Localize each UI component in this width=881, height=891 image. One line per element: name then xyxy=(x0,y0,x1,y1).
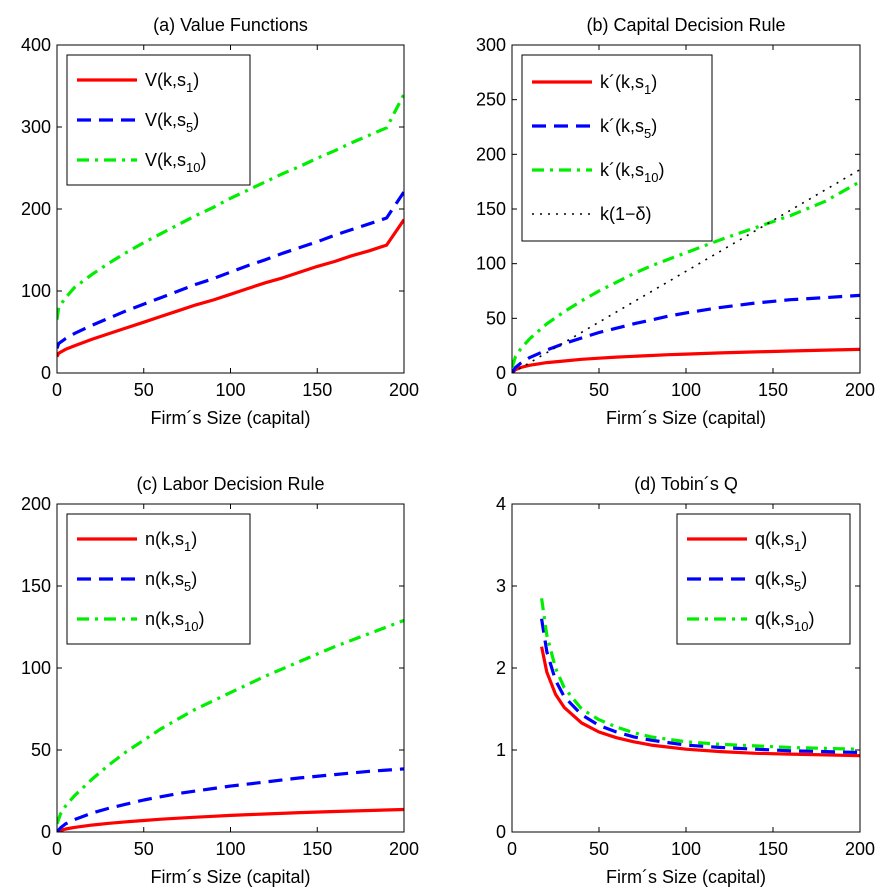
y-tick-label: 0 xyxy=(496,822,506,842)
series-line-3 xyxy=(57,93,404,320)
x-tick-label: 100 xyxy=(671,380,701,400)
series-line-4 xyxy=(512,168,860,373)
y-tick-label: 300 xyxy=(21,117,51,137)
x-tick-label: 200 xyxy=(389,380,419,400)
y-tick-label: 50 xyxy=(31,740,51,760)
x-tick-label: 50 xyxy=(134,839,154,859)
x-tick-label: 0 xyxy=(507,380,517,400)
y-tick-label: 1 xyxy=(496,740,506,760)
series-line-1 xyxy=(540,646,860,758)
legend-label: V(k,s1) xyxy=(145,70,199,95)
y-tick-label: 200 xyxy=(21,199,51,219)
series-line-1 xyxy=(512,347,860,373)
y-tick-label: 400 xyxy=(21,35,51,55)
y-tick-label: 50 xyxy=(486,308,506,328)
panel-c: (c) Labor Decision Rule 0 50 100 150 200 0 50 10… xyxy=(21,474,419,887)
y-tick-label: 200 xyxy=(21,494,51,514)
legend-label: k´(k,s1) xyxy=(600,72,657,97)
legend: k´(k,s1) k´(k,s5) k´(k,s10) k(1−δ) xyxy=(521,54,713,242)
y-tick-label: 0 xyxy=(496,363,506,383)
x-tick-label: 150 xyxy=(758,380,788,400)
x-tick-label: 150 xyxy=(302,839,332,859)
panel-title: (d) Tobin´s Q xyxy=(634,474,738,494)
legend-label: k´(k,s10) xyxy=(600,160,664,185)
panel-title: (b) Capital Decision Rule xyxy=(586,15,785,35)
plot-lines xyxy=(57,93,404,358)
plot-lines xyxy=(540,598,860,758)
x-tick-label: 100 xyxy=(215,839,245,859)
legend: q(k,s1) q(k,s5) q(k,s10) xyxy=(676,513,851,645)
series-line-2 xyxy=(540,618,860,755)
plot-lines xyxy=(57,618,404,832)
x-axis-label: Firm´s Size (capital) xyxy=(150,867,310,887)
panel-title: (a) Value Functions xyxy=(153,15,308,35)
x-axis-label: Firm´s Size (capital) xyxy=(150,408,310,428)
legend: V(k,s1) V(k,s5) V(k,s10) xyxy=(66,54,251,186)
x-tick-label: 200 xyxy=(845,380,875,400)
legend-label: k´(k,s5) xyxy=(600,116,657,141)
x-tick-label: 100 xyxy=(671,839,701,859)
x-tick-label: 50 xyxy=(134,380,154,400)
y-tick-label: 100 xyxy=(476,254,506,274)
x-tick-label: 150 xyxy=(302,380,332,400)
x-tick-label: 200 xyxy=(389,839,419,859)
x-tick-label: 0 xyxy=(52,839,62,859)
legend-label: n(k,s5) xyxy=(145,569,197,594)
legend: n(k,s1) n(k,s5) n(k,s10) xyxy=(66,513,251,645)
legend-label: q(k,s10) xyxy=(755,609,814,634)
legend-box xyxy=(676,513,851,645)
x-tick-label: 0 xyxy=(52,380,62,400)
x-tick-label: 100 xyxy=(215,380,245,400)
panel-b: (b) Capital Decision Rule 0 50 100 150 200 0 50… xyxy=(476,15,875,428)
plot-lines xyxy=(512,168,860,373)
x-axis-label: Firm´s Size (capital) xyxy=(606,867,766,887)
y-tick-label: 100 xyxy=(21,658,51,678)
y-tick-label: 300 xyxy=(476,35,506,55)
y-tick-label: 2 xyxy=(496,658,506,678)
y-tick-label: 4 xyxy=(496,494,506,514)
series-line-2 xyxy=(57,190,404,349)
y-tick-label: 3 xyxy=(496,576,506,596)
y-tick-label: 0 xyxy=(41,363,51,383)
legend-label: V(k,s5) xyxy=(145,110,199,135)
legend-box xyxy=(66,513,251,645)
legend-box xyxy=(521,54,713,242)
x-tick-label: 150 xyxy=(758,839,788,859)
y-tick-label: 100 xyxy=(21,281,51,301)
legend-label: n(k,s10) xyxy=(145,609,204,634)
x-tick-label: 200 xyxy=(845,839,875,859)
x-axis-label: Firm´s Size (capital) xyxy=(606,408,766,428)
y-tick-label: 150 xyxy=(21,576,51,596)
y-tick-label: 150 xyxy=(476,199,506,219)
panel-a: (a) Value Functions 0 50 100 150 200 0 100 200 30… xyxy=(21,15,419,428)
y-tick-label: 250 xyxy=(476,90,506,110)
series-line-2 xyxy=(57,767,404,832)
y-tick-label: 0 xyxy=(41,822,51,842)
legend-label: q(k,s1) xyxy=(755,529,807,554)
x-tick-label: 0 xyxy=(507,839,517,859)
series-line-3 xyxy=(57,618,404,825)
legend-box xyxy=(66,54,251,186)
x-tick-label: 50 xyxy=(589,839,609,859)
y-tick-label: 200 xyxy=(476,144,506,164)
panel-d: (d) Tobin´s Q 0 50 100 150 200 0 1 2 3 4 Firm´s Siz… xyxy=(496,474,875,887)
panel-title: (c) Labor Decision Rule xyxy=(136,474,324,494)
x-tick-label: 50 xyxy=(589,380,609,400)
legend-label: q(k,s5) xyxy=(755,569,807,594)
legend-label: k(1−δ) xyxy=(600,204,652,224)
series-line-1 xyxy=(57,218,404,358)
legend-label: n(k,s1) xyxy=(145,529,197,554)
legend-label: V(k,s10) xyxy=(145,150,206,175)
series-line-1 xyxy=(57,807,404,832)
series-line-3 xyxy=(512,180,860,368)
